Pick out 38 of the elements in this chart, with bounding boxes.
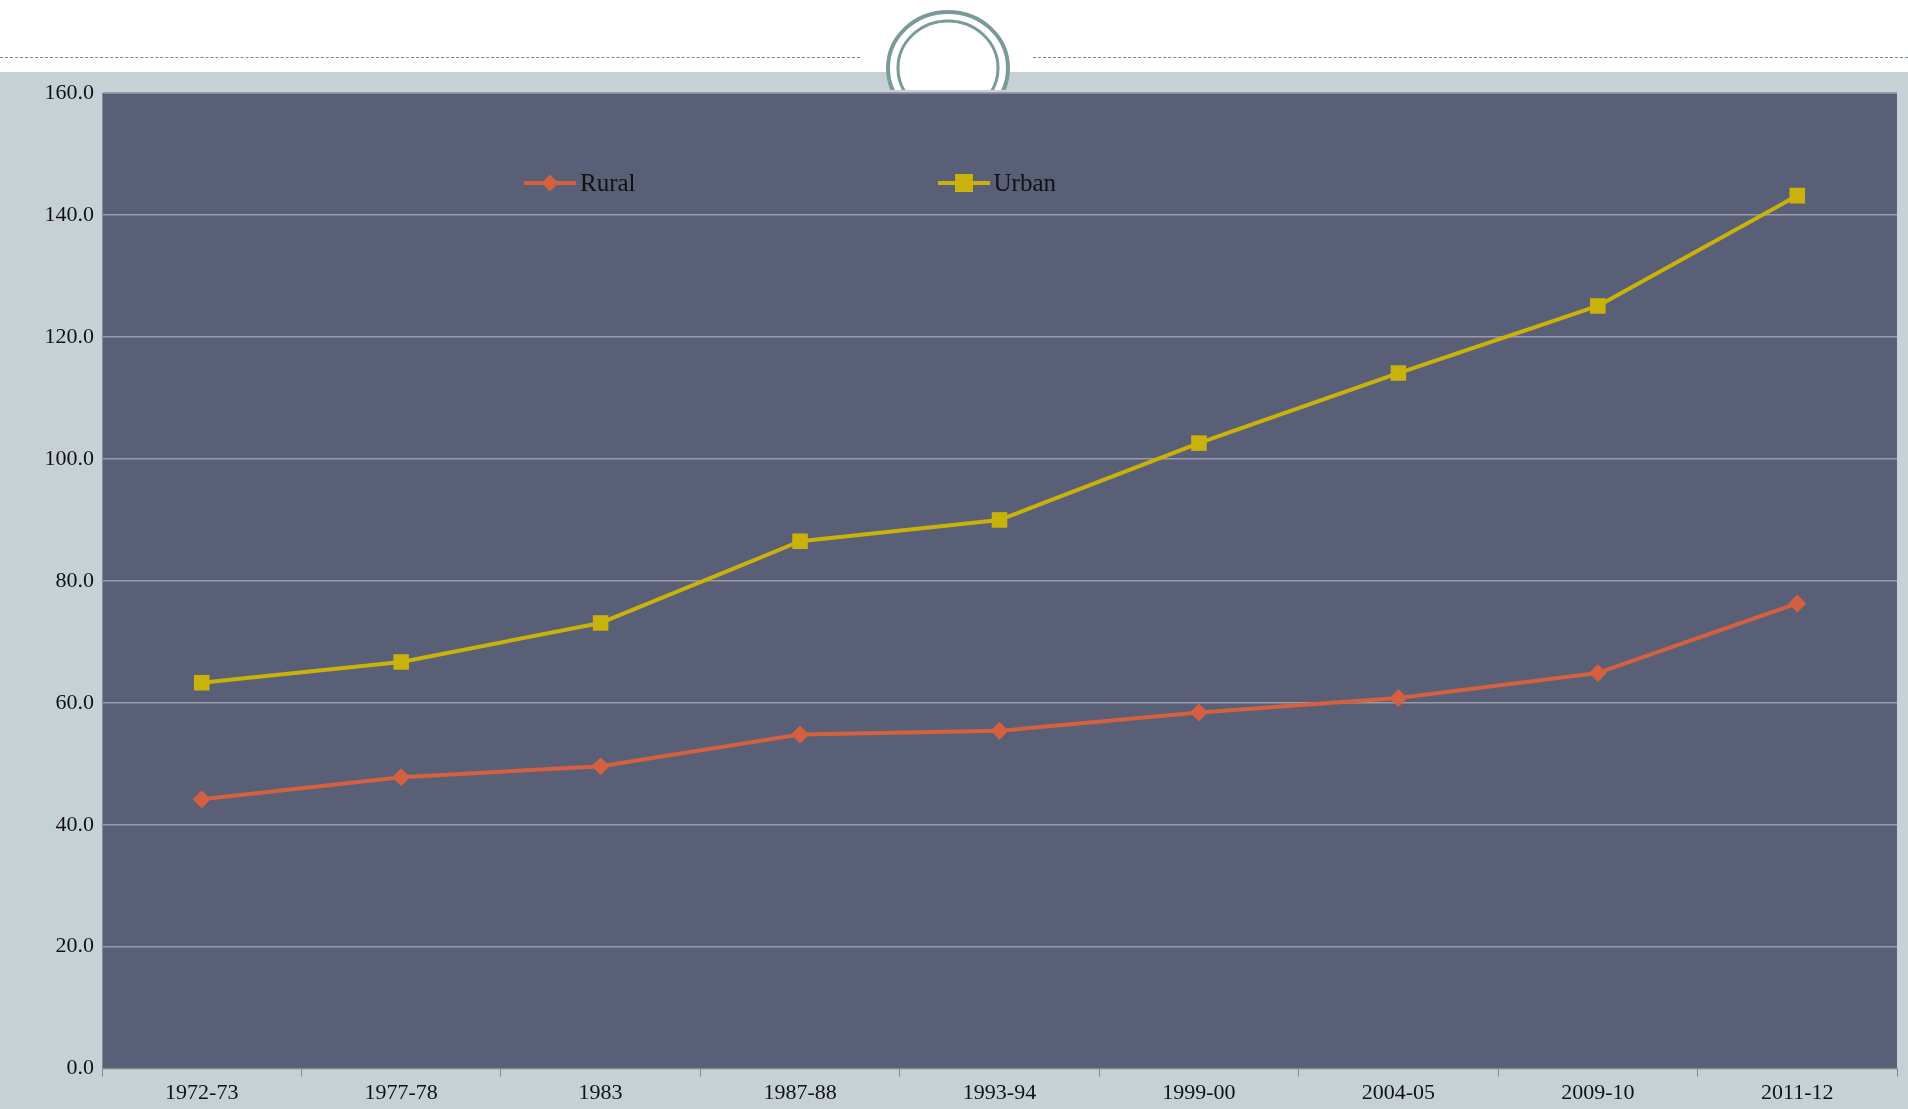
point [192,790,211,809]
point [1588,663,1607,682]
point [1390,365,1407,381]
legend-label: Urban [993,169,1057,198]
point [1189,703,1208,722]
point [990,721,1009,740]
point [792,533,808,550]
y-tick-label: 160.0 [44,78,94,104]
point [393,654,409,670]
legend-label: Rural [580,169,636,198]
x-tick-label: 1977-78 [364,1078,438,1104]
point [1788,594,1807,613]
y-tick-label: 20.0 [55,932,94,958]
point [1590,298,1606,314]
y-tick-label: 120.0 [44,322,94,348]
x-tick-label: 2009-10 [1561,1078,1635,1104]
y-tick-label: 80.0 [55,566,94,592]
point [1789,187,1806,204]
point [1389,688,1408,707]
point [1191,435,1207,451]
y-tick-label: 100.0 [44,444,94,470]
point [591,757,610,776]
x-tick-label: 1999-00 [1162,1078,1236,1104]
y-tick-label: 0.0 [66,1054,94,1080]
point [392,768,411,787]
point [592,615,609,631]
y-tick-label: 140.0 [44,200,94,226]
point [193,674,210,691]
y-tick-label: 60.0 [55,688,94,714]
y-tick-label: 40.0 [55,810,94,836]
point [791,725,810,744]
x-tick-label: 1983 [578,1078,623,1104]
x-tick-label: 2011-12 [1761,1078,1834,1104]
point [991,512,1008,528]
x-tick-label: 2004-05 [1361,1078,1436,1104]
x-tick-label: 1972-73 [165,1078,239,1104]
x-tick-label: 1987-88 [763,1078,837,1104]
x-tick-label: 1993-94 [962,1078,1037,1104]
